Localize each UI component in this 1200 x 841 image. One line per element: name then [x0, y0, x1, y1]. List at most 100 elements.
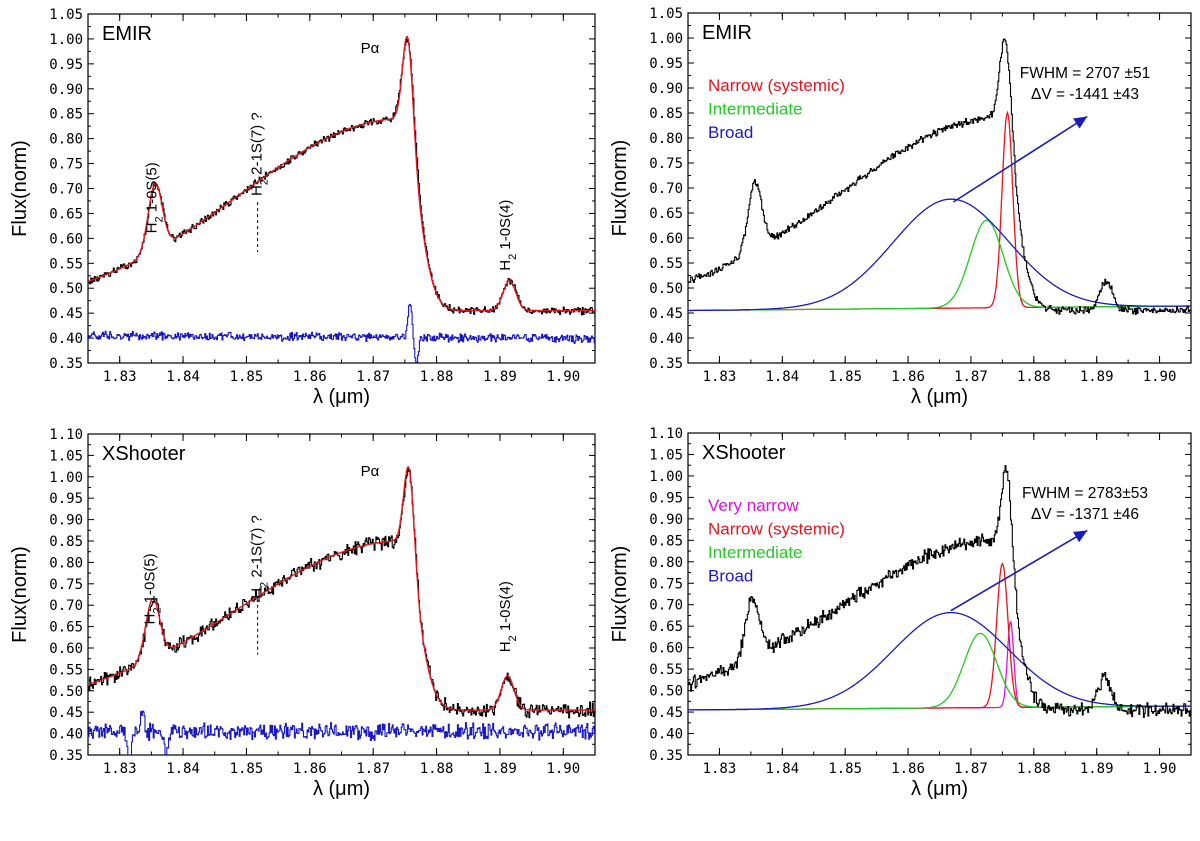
plot-frame — [87, 13, 596, 364]
annotation-h2b: H2 2-1S(7) ? — [249, 515, 271, 599]
panel-xshooter-decomposition: 0.35 0.40 0.45 0.50 0.55 0.60 0.65 0.70 0.75 0.80… — [609, 426, 1192, 800]
y-tick-label: 0.35 — [49, 748, 83, 764]
y-tick-label: 1.00 — [649, 31, 683, 47]
y-axis-label: Flux(norm) — [9, 140, 31, 237]
y-tick-label: 0.85 — [49, 534, 83, 550]
x-tick-label: 1.84 — [765, 369, 799, 385]
series-observed — [88, 38, 595, 316]
x-tick-label: 1.87 — [356, 369, 390, 385]
x-tick-label: 1.84 — [166, 761, 200, 777]
y-tick-label: 0.90 — [49, 82, 83, 98]
y-tick-label: 1.05 — [649, 6, 683, 22]
x-tick-label: 1.90 — [1143, 761, 1177, 777]
y-tick-label: 0.95 — [649, 56, 683, 72]
annotation-subscript: 2 — [152, 607, 164, 613]
x-tick-label: 1.87 — [356, 761, 390, 777]
y-tick-label: 0.40 — [649, 727, 683, 743]
series-observed — [88, 468, 595, 719]
legend-narrow: Narrow (systemic) — [708, 520, 845, 539]
panel-label: XShooter — [702, 442, 786, 464]
y-tick-label: 0.75 — [649, 156, 683, 172]
y-tick-label: 0.60 — [649, 641, 683, 657]
y-tick-label: 0.55 — [649, 256, 683, 272]
x-tick-label: 1.89 — [483, 369, 517, 385]
annotation-species: H — [497, 641, 514, 652]
y-tick-label: 0.85 — [649, 106, 683, 122]
x-tick-label: 1.86 — [293, 369, 327, 385]
y-tick-label: 0.80 — [49, 132, 83, 148]
panel-label: EMIR — [102, 23, 152, 45]
velocity-arrow-head — [1073, 530, 1088, 543]
x-tick-label: 1.85 — [230, 761, 264, 777]
x-tick-label: 1.88 — [1017, 761, 1051, 777]
y-tick-label: 0.55 — [649, 662, 683, 678]
x-tick-label: 1.90 — [546, 369, 580, 385]
legend-broad: Broad — [708, 567, 753, 586]
x-tick-label: 1.88 — [1017, 369, 1051, 385]
legend-intermediate: Intermediate — [708, 543, 803, 562]
y-tick-label: 0.85 — [649, 533, 683, 549]
component-broad — [688, 611, 1191, 711]
annotation-h2a: H2 1-0S(5) — [143, 162, 165, 233]
annotation-h2b: H2 2-1S(7) ? — [249, 112, 271, 196]
velocity-arrow-head — [1073, 116, 1088, 129]
annotation-subscript: 2 — [259, 179, 271, 185]
x-axis-label: λ (μm) — [313, 778, 370, 800]
panel-label: XShooter — [102, 443, 186, 465]
velocity-arrow-shaft — [950, 529, 1088, 612]
annotation-transition: 1-0S(5) — [143, 162, 160, 216]
annotation-transition: 1-0S(4) — [497, 581, 514, 635]
y-tick-label: 1.05 — [649, 447, 683, 463]
y-tick-label: 1.00 — [649, 469, 683, 485]
annotation-species: H — [497, 260, 514, 271]
x-tick-label: 1.87 — [954, 761, 988, 777]
y-axis-label: Flux(norm) — [9, 546, 31, 643]
legend-intermediate: Intermediate — [708, 100, 803, 119]
y-tick-label: 1.10 — [49, 427, 83, 443]
panel-label: EMIR — [702, 22, 752, 44]
annotation-subscript: 2 — [153, 216, 165, 222]
annotation-transition: 2-1S(7) ? — [249, 112, 266, 179]
y-tick-label: 0.65 — [49, 620, 83, 636]
x-tick-label: 1.89 — [1080, 761, 1114, 777]
panel-xshooter-fit: 0.35 0.40 0.45 0.50 0.55 0.60 0.65 0.70 0.75 0.80… — [9, 427, 596, 800]
y-tick-label: 0.75 — [49, 157, 83, 173]
annotation-subscript: 2 — [507, 254, 519, 260]
x-tick-label: 1.83 — [103, 761, 137, 777]
fwhm-value: FWHM = 2783±53 — [1022, 485, 1148, 502]
x-tick-label: 1.88 — [420, 761, 454, 777]
panel-emir-decomposition: 0.35 0.40 0.45 0.50 0.55 0.60 0.65 0.70 0.75 0.80… — [609, 6, 1192, 408]
velocity-shift-value: ΔV = -1371 ±46 — [1031, 506, 1139, 523]
y-tick-label: 0.75 — [649, 576, 683, 592]
y-tick-label: 0.35 — [649, 748, 683, 764]
y-tick-label: 0.60 — [49, 231, 83, 247]
y-tick-label: 1.05 — [49, 448, 83, 464]
y-tick-label: 1.05 — [49, 7, 83, 23]
y-tick-label: 0.50 — [49, 281, 83, 297]
panel-emir-fit: 0.35 0.40 0.45 0.50 0.55 0.60 0.65 0.70 0.75 0.80… — [9, 7, 596, 408]
velocity-arrow-shaft — [952, 115, 1088, 203]
y-tick-label: 0.80 — [649, 131, 683, 147]
y-tick-label: 0.60 — [49, 641, 83, 657]
annotation-pa: Pα — [361, 40, 380, 57]
x-tick-label: 1.88 — [420, 369, 454, 385]
annotation-h2a: H2 1-0S(5) — [142, 553, 164, 624]
y-tick-label: 0.50 — [649, 684, 683, 700]
y-tick-label: 0.50 — [49, 684, 83, 700]
series-model — [88, 35, 595, 312]
x-axis-label: λ (μm) — [313, 386, 370, 408]
x-tick-label: 1.84 — [765, 761, 799, 777]
x-tick-label: 1.86 — [891, 369, 925, 385]
y-tick-label: 0.70 — [649, 181, 683, 197]
y-tick-label: 1.00 — [49, 32, 83, 48]
component-intermediate — [688, 219, 1191, 312]
y-tick-label: 0.45 — [49, 306, 83, 322]
annotation-species: H — [143, 223, 160, 234]
y-tick-label: 0.55 — [49, 256, 83, 272]
legend-broad: Broad — [708, 123, 753, 142]
legend-narrow: Narrow (systemic) — [708, 76, 845, 95]
x-tick-label: 1.85 — [230, 369, 264, 385]
y-tick-label: 0.40 — [49, 727, 83, 743]
y-tick-label: 0.40 — [49, 331, 83, 347]
series-model — [88, 465, 595, 711]
